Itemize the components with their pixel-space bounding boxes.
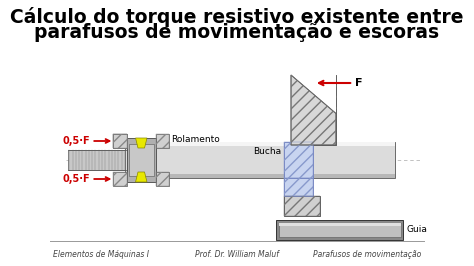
- Bar: [284, 196, 319, 216]
- Bar: [68, 150, 129, 170]
- Bar: [284, 142, 313, 178]
- Bar: [156, 172, 169, 186]
- Polygon shape: [136, 138, 147, 148]
- Bar: [127, 138, 156, 182]
- Bar: [156, 134, 169, 148]
- Bar: [276, 220, 403, 240]
- Bar: [156, 172, 169, 186]
- Text: Guia: Guia: [406, 226, 427, 235]
- Text: Parafusos de movimentação: Parafusos de movimentação: [313, 250, 421, 259]
- Bar: [279, 223, 401, 226]
- Text: Bucha: Bucha: [253, 148, 281, 156]
- Bar: [279, 223, 401, 237]
- Text: F: F: [355, 78, 362, 88]
- Bar: [291, 75, 336, 145]
- Bar: [125, 142, 395, 178]
- Bar: [113, 172, 127, 186]
- Bar: [284, 178, 313, 196]
- Bar: [156, 134, 169, 148]
- Bar: [113, 172, 127, 186]
- Bar: [284, 196, 319, 216]
- Text: Prof. Dr. William Maluf: Prof. Dr. William Maluf: [195, 250, 279, 259]
- Bar: [125, 174, 395, 178]
- Text: Rolamento: Rolamento: [172, 135, 220, 144]
- Bar: [113, 134, 127, 148]
- Polygon shape: [291, 75, 336, 114]
- Bar: [113, 134, 127, 148]
- Polygon shape: [291, 75, 336, 145]
- Text: parafusos de movimentação e escoras: parafusos de movimentação e escoras: [35, 23, 439, 42]
- Bar: [284, 142, 313, 178]
- Text: 0,5·F: 0,5·F: [62, 136, 90, 146]
- Bar: [125, 142, 395, 146]
- Bar: [284, 178, 313, 196]
- Bar: [291, 75, 336, 145]
- Polygon shape: [136, 172, 147, 182]
- Polygon shape: [113, 134, 127, 148]
- Text: Elementos de Máquinas I: Elementos de Máquinas I: [53, 250, 149, 259]
- Text: 0,5·F: 0,5·F: [62, 174, 90, 184]
- Bar: [129, 144, 154, 176]
- Text: Cálculo do torque resistivo existente entre: Cálculo do torque resistivo existente en…: [10, 7, 464, 27]
